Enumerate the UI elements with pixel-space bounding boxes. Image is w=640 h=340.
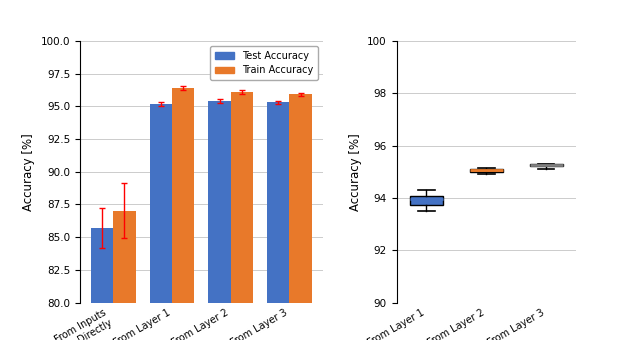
PathPatch shape — [530, 164, 563, 166]
Bar — [230, 92, 253, 303]
Legend: Test Accuracy, Train Accuracy: Test Accuracy, Train Accuracy — [210, 46, 318, 80]
Bar — [150, 104, 172, 303]
Bar — [209, 101, 230, 303]
PathPatch shape — [410, 195, 443, 205]
Bar — [113, 211, 136, 303]
Y-axis label: Accuracy [%]: Accuracy [%] — [349, 133, 362, 210]
PathPatch shape — [470, 169, 503, 172]
Bar — [91, 228, 113, 303]
Bar — [172, 88, 195, 303]
Bar — [289, 95, 312, 303]
Y-axis label: Accuracy [%]: Accuracy [%] — [22, 133, 35, 210]
Bar — [267, 102, 289, 303]
